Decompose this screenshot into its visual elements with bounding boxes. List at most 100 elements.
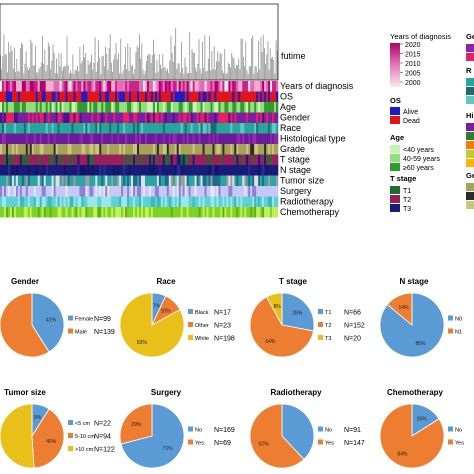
- track-cell: [202, 186, 205, 197]
- track-cell: [276, 165, 279, 176]
- track-cell: [121, 91, 124, 102]
- track-cell: [198, 207, 201, 218]
- track-cell: [59, 175, 62, 186]
- track-cell: [43, 123, 46, 134]
- futime-bar: [95, 71, 97, 80]
- track-cell: [170, 81, 174, 92]
- track-cell: [192, 175, 195, 186]
- track-cell: [87, 133, 90, 144]
- track-cell: [57, 133, 60, 144]
- track-cell: [194, 123, 197, 134]
- track-cell: [154, 144, 158, 155]
- track-cell: [47, 175, 50, 186]
- track-cell: [105, 91, 108, 102]
- track-cell: [7, 207, 11, 218]
- track-cell: [61, 81, 64, 92]
- futime-bar: [246, 70, 248, 80]
- track-cell: [65, 123, 68, 134]
- track-cell: [37, 102, 41, 113]
- pie-legend-count: N=139: [94, 329, 115, 336]
- track-cell: [133, 154, 136, 165]
- track-cell: [230, 186, 233, 197]
- track-cell: [27, 175, 31, 186]
- futime-bar: [5, 54, 7, 80]
- track-cell: [113, 144, 116, 155]
- track-cell: [254, 102, 257, 113]
- track-cell: [51, 123, 54, 134]
- track-cell: [95, 91, 98, 102]
- track-cell: [260, 102, 263, 113]
- futime-bar: [172, 61, 174, 80]
- track-cell: [47, 102, 50, 113]
- track-cell: [198, 91, 201, 102]
- futime-bar: [245, 41, 247, 80]
- track-cell: [81, 186, 84, 197]
- track-cell: [91, 133, 94, 144]
- track-cell: [21, 123, 25, 134]
- track-cell: [93, 81, 96, 92]
- track-cell: [218, 175, 221, 186]
- track-cell: [37, 112, 41, 123]
- track-cell: [270, 112, 273, 123]
- track-cell: [83, 196, 86, 207]
- futime-bar: [88, 64, 90, 80]
- track-cell: [17, 165, 21, 176]
- track-cell: [99, 112, 102, 123]
- track-cell: [1, 144, 5, 155]
- track-cell: [105, 144, 108, 155]
- track-cell: [63, 133, 66, 144]
- track-cell: [55, 112, 58, 123]
- track-cell: [240, 91, 243, 102]
- track-cell: [178, 207, 181, 218]
- track-cell: [236, 165, 239, 176]
- track-cell: [5, 102, 9, 113]
- track-cell: [69, 186, 72, 197]
- track-cell: [103, 81, 106, 92]
- track-cell: [202, 123, 205, 134]
- track-cell: [256, 133, 259, 144]
- pie-legend-label: T1: [325, 310, 331, 316]
- track-cell: [11, 81, 15, 92]
- track-cell: [19, 102, 23, 113]
- futime-bar: [78, 71, 80, 80]
- track-cell: [232, 91, 235, 102]
- track-cell: [125, 175, 128, 186]
- track-cell: [152, 112, 156, 123]
- track-cell: [190, 112, 193, 123]
- track-cell: [256, 154, 259, 165]
- track-cell: [55, 154, 58, 165]
- track-cell: [274, 175, 277, 186]
- track-cell: [210, 186, 213, 197]
- futime-bar: [93, 63, 95, 80]
- futime-bar: [263, 48, 265, 80]
- track-cell: [39, 102, 42, 113]
- track-cell: [262, 91, 265, 102]
- track-cell: [81, 207, 84, 218]
- track-cell: [93, 112, 96, 123]
- track-cell: [67, 144, 70, 155]
- track-cell: [129, 165, 132, 176]
- track-cell: [140, 154, 144, 165]
- track-cell: [23, 123, 27, 134]
- track-cell: [105, 112, 108, 123]
- track-cell: [184, 91, 187, 102]
- track-cell: [9, 112, 13, 123]
- track-cell: [89, 165, 92, 176]
- track-cell: [89, 175, 92, 186]
- track-cell: [83, 102, 86, 113]
- track-cell: [95, 207, 98, 218]
- track-cell: [123, 133, 126, 144]
- track-cell: [260, 196, 263, 207]
- track-cell: [222, 165, 225, 176]
- track-cell: [204, 91, 207, 102]
- futime-bar: [170, 36, 172, 80]
- track-cell: [69, 196, 72, 207]
- track-cell: [236, 154, 239, 165]
- track-cell: [97, 81, 100, 92]
- track-cell: [256, 186, 259, 197]
- track-cell: [240, 112, 243, 123]
- track-cell: [57, 102, 60, 113]
- track-cell: [57, 144, 60, 155]
- futime-bar: [59, 66, 61, 80]
- futime-bar: [142, 69, 144, 80]
